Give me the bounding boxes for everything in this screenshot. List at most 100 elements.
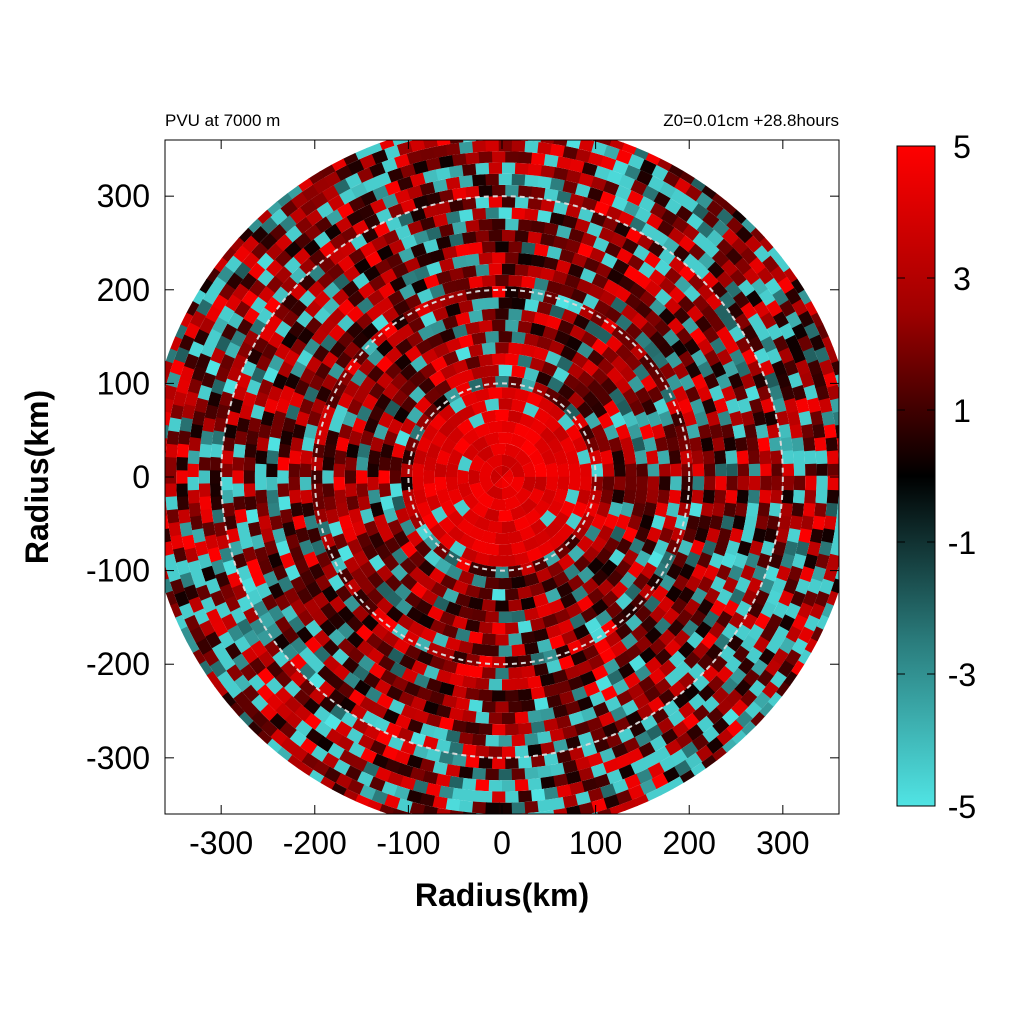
heatmap-cell [368, 554, 386, 573]
heatmap-cell [481, 564, 497, 578]
heatmap-cell [565, 512, 583, 530]
heatmap-cell [453, 437, 471, 455]
heatmap-cell [813, 435, 827, 452]
heatmap-cell [514, 812, 531, 814]
heatmap-cell [603, 423, 619, 441]
heatmap-cell [705, 409, 721, 427]
heatmap-cell [587, 787, 605, 803]
heatmap-cell [832, 409, 839, 426]
heatmap-cell [234, 430, 248, 447]
heatmap-cell [516, 185, 533, 198]
heatmap-cell [844, 410, 858, 426]
heatmap-cell [539, 232, 556, 247]
heatmap-cell [717, 527, 732, 544]
heatmap-cell [214, 335, 232, 354]
heatmap-cell [522, 536, 540, 552]
heatmap-cell [254, 477, 267, 492]
heatmap-cell [464, 321, 481, 336]
heatmap-cell [458, 766, 475, 779]
heatmap-cell [457, 482, 473, 499]
heatmap-cell [484, 542, 500, 556]
heatmap-cell [523, 298, 540, 313]
heatmap-cell [224, 595, 241, 614]
heatmap-cell [587, 751, 605, 768]
heatmap-cell [710, 575, 727, 593]
heatmap-cell [827, 462, 839, 477]
heatmap-cell [659, 385, 677, 404]
heatmap-cell [375, 355, 394, 374]
heatmap-cell [470, 366, 487, 380]
heatmap-cell [606, 569, 624, 587]
heatmap-cell [785, 624, 803, 643]
heatmap-cell [219, 354, 236, 372]
x-axis-ticks: -300 -200 -100 0 100 200 300 [189, 140, 810, 861]
heatmap-cell [586, 378, 605, 397]
heatmap-cell [783, 576, 799, 595]
heatmap-cell [462, 443, 480, 462]
heatmap-cell [260, 410, 275, 428]
heatmap-cell [387, 239, 406, 256]
heatmap-cell [366, 365, 385, 384]
heatmap-cell [369, 776, 387, 793]
heatmap-cell [179, 602, 196, 621]
heatmap-cell [467, 343, 484, 358]
heatmap-cell [577, 695, 595, 712]
heatmap-cell [243, 456, 256, 472]
heatmap-cell [520, 343, 536, 358]
heatmap-cell [457, 175, 474, 189]
y-tick-label: 0 [132, 459, 150, 495]
heatmap-cell [426, 442, 442, 460]
heatmap-cell [810, 625, 828, 644]
heatmap-cell [610, 195, 628, 212]
heatmap-cell [600, 783, 618, 799]
heatmap-cell [591, 513, 607, 531]
heatmap-cell [206, 608, 223, 627]
heatmap-cell [378, 655, 397, 673]
heatmap-cell [172, 391, 187, 409]
heatmap-cell [247, 417, 262, 434]
heatmap-cell [510, 399, 527, 413]
heatmap-cell [342, 526, 358, 544]
heatmap-cell [623, 736, 642, 753]
heatmap-cell [200, 430, 214, 447]
heatmap-cell [359, 696, 378, 714]
heatmap-cell [348, 741, 367, 759]
heatmap-cell [594, 326, 613, 345]
heatmap-cell [613, 462, 626, 477]
heatmap-cell [526, 265, 542, 279]
heatmap-cell [470, 140, 486, 153]
heatmap-cell [503, 151, 519, 163]
heatmap-cell [497, 297, 513, 309]
heatmap-cell [477, 151, 493, 164]
heatmap-cell [494, 532, 510, 545]
heatmap-cell [374, 679, 393, 696]
heatmap-cell [413, 449, 428, 466]
heatmap-cell [303, 515, 319, 532]
heatmap-cell [332, 533, 349, 551]
heatmap-cell [547, 404, 566, 422]
heatmap-cell [725, 539, 741, 556]
heatmap-cell [604, 306, 622, 324]
heatmap-cell [517, 620, 533, 634]
heatmap-cell [621, 387, 639, 405]
heatmap-cell [679, 488, 693, 504]
heatmap-cell [277, 361, 294, 379]
heatmap-cell [791, 435, 805, 452]
heatmap-cell [165, 384, 178, 402]
heatmap-cell [447, 140, 464, 145]
heatmap-cell [580, 706, 598, 722]
heatmap-cell [249, 318, 267, 337]
heatmap-cell [524, 508, 542, 526]
heatmap-cell [382, 554, 400, 572]
heatmap-cell [602, 278, 621, 296]
heatmap-cell [597, 411, 614, 430]
heatmap-cell [361, 710, 380, 728]
heatmap-cell [467, 241, 483, 255]
heatmap-cell [262, 366, 279, 385]
heatmap-cell [844, 527, 857, 543]
heatmap-cell [601, 684, 619, 702]
heatmap-cell [394, 583, 413, 601]
heatmap-cell [533, 243, 549, 257]
heatmap-cell [448, 741, 465, 756]
heatmap-cell [792, 449, 806, 465]
